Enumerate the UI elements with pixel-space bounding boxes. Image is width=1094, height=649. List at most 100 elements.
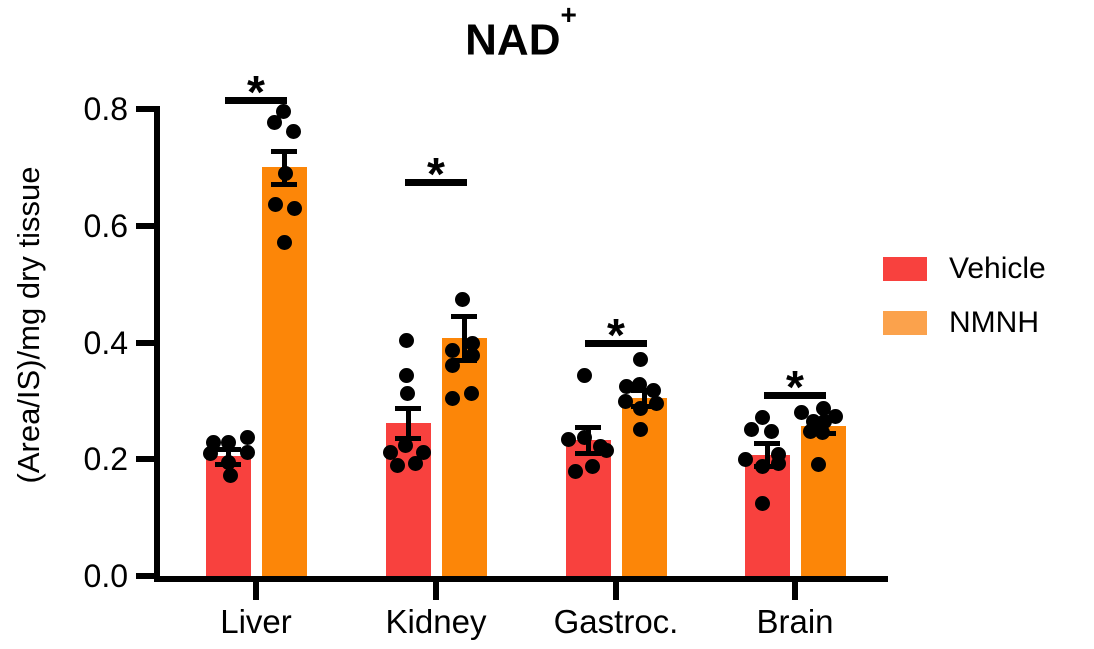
scatter-point: [598, 442, 614, 458]
significance-line-kidney: [405, 178, 467, 186]
scatter-point: [444, 391, 460, 407]
significance-asterisk-brain: *: [786, 361, 804, 414]
scatter-point: [814, 424, 830, 440]
scatter-point: [407, 456, 423, 472]
scatter-point: [743, 421, 759, 437]
scatter-point: [463, 385, 479, 401]
significance-asterisk-kidney: *: [427, 147, 445, 200]
scatter-point: [389, 457, 405, 473]
bar-nmnh-liver: [261, 167, 307, 576]
error-bar-line-vehicle-kidney: [405, 407, 411, 439]
x-tick: [433, 582, 439, 600]
y-tick: [136, 339, 154, 346]
x-axis-category-label: Gastroc.: [553, 603, 679, 640]
scatter-point: [754, 495, 770, 511]
scatter-point: [631, 377, 647, 393]
legend-swatch-vehicle: [883, 257, 927, 281]
significance-line-liver: [225, 97, 287, 105]
scatter-point: [737, 451, 753, 467]
y-tick-label: 0.6: [83, 207, 128, 244]
x-axis-category-label: Liver: [220, 603, 292, 640]
scatter-point: [399, 385, 415, 401]
x-axis-category-label: Brain: [756, 603, 834, 640]
legend-item-vehicle: Vehicle: [883, 252, 1046, 286]
scatter-point: [285, 123, 301, 139]
scatter-point: [415, 444, 431, 460]
error-bar-line-nmnh-gastroc: [641, 389, 647, 407]
scatter-point: [222, 467, 238, 483]
error-bar-cap-top-nmnh-liver: [271, 149, 297, 155]
y-tick-label: 0.4: [83, 324, 128, 361]
scatter-point: [398, 368, 414, 384]
legend-label-nmnh: NMNH: [949, 306, 1039, 339]
legend-label-vehicle: Vehicle: [949, 252, 1046, 285]
scatter-point: [754, 458, 770, 474]
scatter-point: [220, 434, 236, 450]
scatter-point: [444, 357, 460, 373]
scatter-point: [560, 431, 576, 447]
y-tick: [136, 456, 154, 463]
scatter-point: [648, 395, 664, 411]
scatter-point: [220, 455, 236, 471]
legend-item-nmnh: NMNH: [883, 306, 1039, 340]
scatter-point: [398, 332, 414, 348]
scatter-point: [267, 196, 283, 212]
bar-nmnh-kidney: [441, 337, 487, 576]
scatter-point: [266, 114, 282, 130]
error-bar-line-vehicle-brain: [764, 443, 770, 466]
error-bar-cap-top-vehicle-brain: [754, 441, 780, 447]
scatter-point: [202, 446, 218, 462]
scatter-point: [618, 378, 634, 394]
scatter-point: [632, 351, 648, 367]
scatter-point: [584, 458, 600, 474]
error-bar-cap-top-nmnh-kidney: [451, 313, 477, 319]
scatter-point: [815, 400, 831, 416]
scatter-point: [617, 393, 633, 409]
scatter-point: [802, 423, 818, 439]
x-tick: [792, 582, 798, 600]
scatter-point: [770, 455, 786, 471]
scatter-point: [793, 405, 809, 421]
scatter-point: [277, 165, 293, 181]
significance-asterisk-gastroc: *: [607, 308, 625, 361]
legend-swatch-nmnh: [883, 311, 927, 335]
error-bar-line-nmnh-kidney: [461, 315, 467, 360]
scatter-point: [382, 444, 398, 460]
y-tick: [136, 573, 154, 579]
x-tick: [253, 582, 259, 600]
bar-vehicle-brain: [744, 454, 790, 576]
scatter-point: [645, 382, 661, 398]
significance-asterisk-liver: *: [247, 66, 265, 119]
scatter-point: [810, 457, 826, 472]
chart-title-text: NAD: [465, 15, 561, 65]
scatter-point: [763, 423, 779, 439]
significance-line-brain: [764, 392, 826, 400]
error-bar-cap-bottom-nmnh-liver: [271, 181, 297, 187]
y-tick-label: 0.0: [83, 558, 128, 594]
scatter-point: [239, 429, 255, 445]
scatter-point: [275, 104, 291, 120]
scatter-point: [454, 292, 470, 308]
error-bar-cap-bottom-vehicle-gastroc: [575, 450, 601, 456]
chart-title-superscript: +: [560, 0, 577, 30]
scatter-point: [397, 437, 413, 453]
scatter-point: [464, 336, 480, 352]
error-bar-cap-top-vehicle-gastroc: [575, 425, 601, 431]
y-tick-label: 0.8: [83, 91, 128, 127]
y-tick: [136, 106, 154, 112]
error-bar-cap-bottom-nmnh-kidney: [451, 358, 477, 363]
scatter-point: [754, 409, 770, 425]
scatter-point: [239, 445, 255, 461]
scatter-point: [632, 421, 648, 437]
chart-title: NAD+: [465, 0, 577, 65]
scatter-point: [576, 367, 592, 383]
y-tick-label: 0.2: [83, 441, 128, 478]
scatter-point: [576, 430, 592, 446]
y-tick: [136, 222, 154, 229]
significance-line-gastroc: [585, 339, 647, 347]
scatter-point: [567, 464, 583, 479]
x-tick: [613, 582, 619, 600]
scatter-point: [276, 234, 292, 250]
